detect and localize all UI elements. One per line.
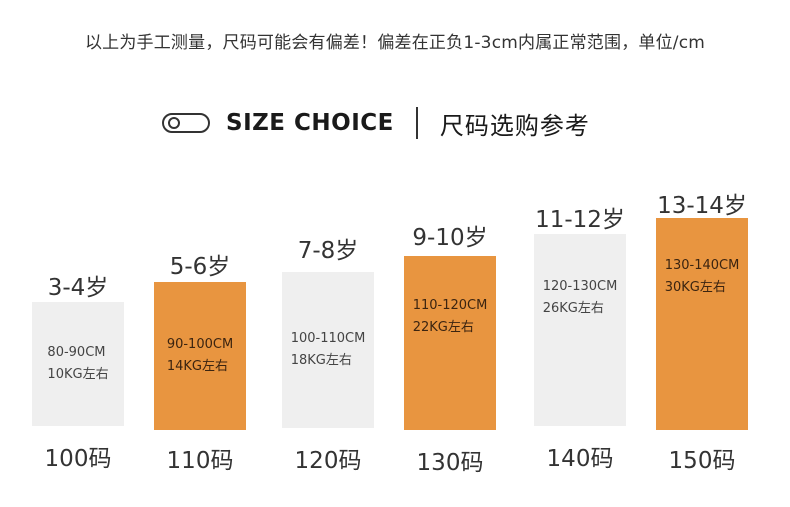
- size-spec-box: 90-100CM 14KG左右: [154, 282, 246, 430]
- age-label: 13-14岁: [657, 193, 747, 219]
- size-label: 130码: [416, 450, 484, 476]
- title-divider: [415, 107, 418, 139]
- measurement-notice: 以上为手工测量，尺码可能会有偏差！偏差在正负1-3cm内属正常范围，单位/cm: [84, 33, 706, 53]
- size-label: 110码: [166, 448, 234, 474]
- size-column-140: 11-12岁 120-130CM 26KG左右 140码: [534, 0, 626, 507]
- size-column-150: 13-14岁 130-140CM 30KG左右 150码: [656, 0, 748, 507]
- age-label: 11-12岁: [535, 207, 625, 233]
- age-label: 5-6岁: [169, 254, 231, 280]
- age-label: 9-10岁: [412, 225, 488, 251]
- height-range: 80-90CM: [47, 345, 106, 360]
- size-label: 150码: [668, 448, 736, 474]
- size-spec-box: 110-120CM 22KG左右: [404, 256, 496, 430]
- size-column-120: 7-8岁 100-110CM 18KG左右 120码: [282, 0, 374, 507]
- weight-range: 22KG左右: [412, 320, 474, 335]
- title-chinese: 尺码选购参考: [439, 111, 590, 140]
- size-label: 140码: [546, 446, 614, 472]
- height-range: 90-100CM: [166, 337, 234, 352]
- size-column-100: 3-4岁 80-90CM 10KG左右 100码: [32, 0, 124, 507]
- toggle-knob: [168, 117, 180, 129]
- size-choice-header: SIZE CHOICE 尺码选购参考: [162, 103, 590, 143]
- height-range: 100-110CM: [290, 331, 366, 346]
- weight-range: 14KG左右: [166, 359, 228, 374]
- height-range: 110-120CM: [412, 298, 488, 313]
- size-spec-box: 120-130CM 26KG左右: [534, 234, 626, 426]
- weight-range: 18KG左右: [290, 353, 352, 368]
- weight-range: 26KG左右: [542, 301, 604, 316]
- size-spec-box: 80-90CM 10KG左右: [32, 302, 124, 426]
- age-label: 7-8岁: [297, 238, 359, 264]
- age-label: 3-4岁: [47, 275, 109, 301]
- toggle-icon: [162, 113, 210, 133]
- size-column-130: 9-10岁 110-120CM 22KG左右 130码: [404, 0, 496, 507]
- title-english: SIZE CHOICE: [226, 110, 394, 136]
- height-range: 130-140CM: [664, 258, 740, 273]
- size-spec-box: 130-140CM 30KG左右: [656, 218, 748, 430]
- size-label: 120码: [294, 448, 362, 474]
- size-spec-box: 100-110CM 18KG左右: [282, 272, 374, 428]
- size-column-110: 5-6岁 90-100CM 14KG左右 110码: [154, 0, 246, 507]
- weight-range: 30KG左右: [664, 280, 726, 295]
- weight-range: 10KG左右: [47, 367, 109, 382]
- height-range: 120-130CM: [542, 279, 618, 294]
- size-label: 100码: [44, 446, 112, 472]
